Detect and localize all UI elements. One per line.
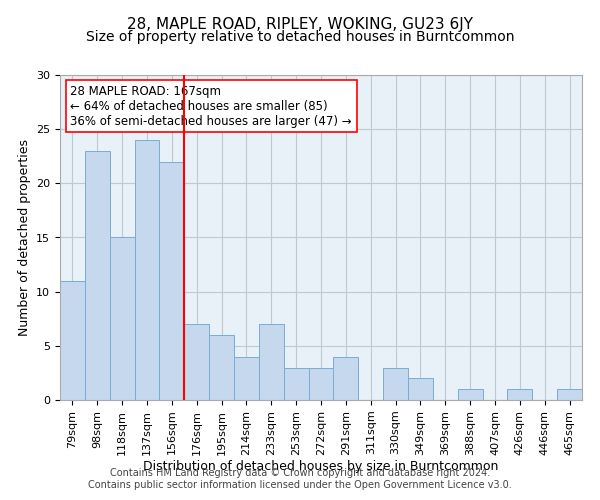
Bar: [383, 368, 408, 400]
X-axis label: Distribution of detached houses by size in Burntcommon: Distribution of detached houses by size …: [143, 460, 499, 473]
Bar: [85, 151, 110, 400]
Bar: [134, 140, 160, 400]
Bar: [458, 389, 482, 400]
Bar: [209, 335, 234, 400]
Bar: [508, 389, 532, 400]
Bar: [308, 368, 334, 400]
Bar: [160, 162, 184, 400]
Bar: [259, 324, 284, 400]
Bar: [60, 281, 85, 400]
Bar: [284, 368, 308, 400]
Y-axis label: Number of detached properties: Number of detached properties: [17, 139, 31, 336]
Text: 28, MAPLE ROAD, RIPLEY, WOKING, GU23 6JY: 28, MAPLE ROAD, RIPLEY, WOKING, GU23 6JY: [127, 18, 473, 32]
Bar: [184, 324, 209, 400]
Text: 28 MAPLE ROAD: 167sqm
← 64% of detached houses are smaller (85)
36% of semi-deta: 28 MAPLE ROAD: 167sqm ← 64% of detached …: [70, 84, 352, 128]
Bar: [234, 356, 259, 400]
Bar: [557, 389, 582, 400]
Bar: [334, 356, 358, 400]
Bar: [110, 238, 134, 400]
Text: Contains HM Land Registry data © Crown copyright and database right 2024.
Contai: Contains HM Land Registry data © Crown c…: [88, 468, 512, 490]
Text: Size of property relative to detached houses in Burntcommon: Size of property relative to detached ho…: [86, 30, 514, 44]
Bar: [408, 378, 433, 400]
